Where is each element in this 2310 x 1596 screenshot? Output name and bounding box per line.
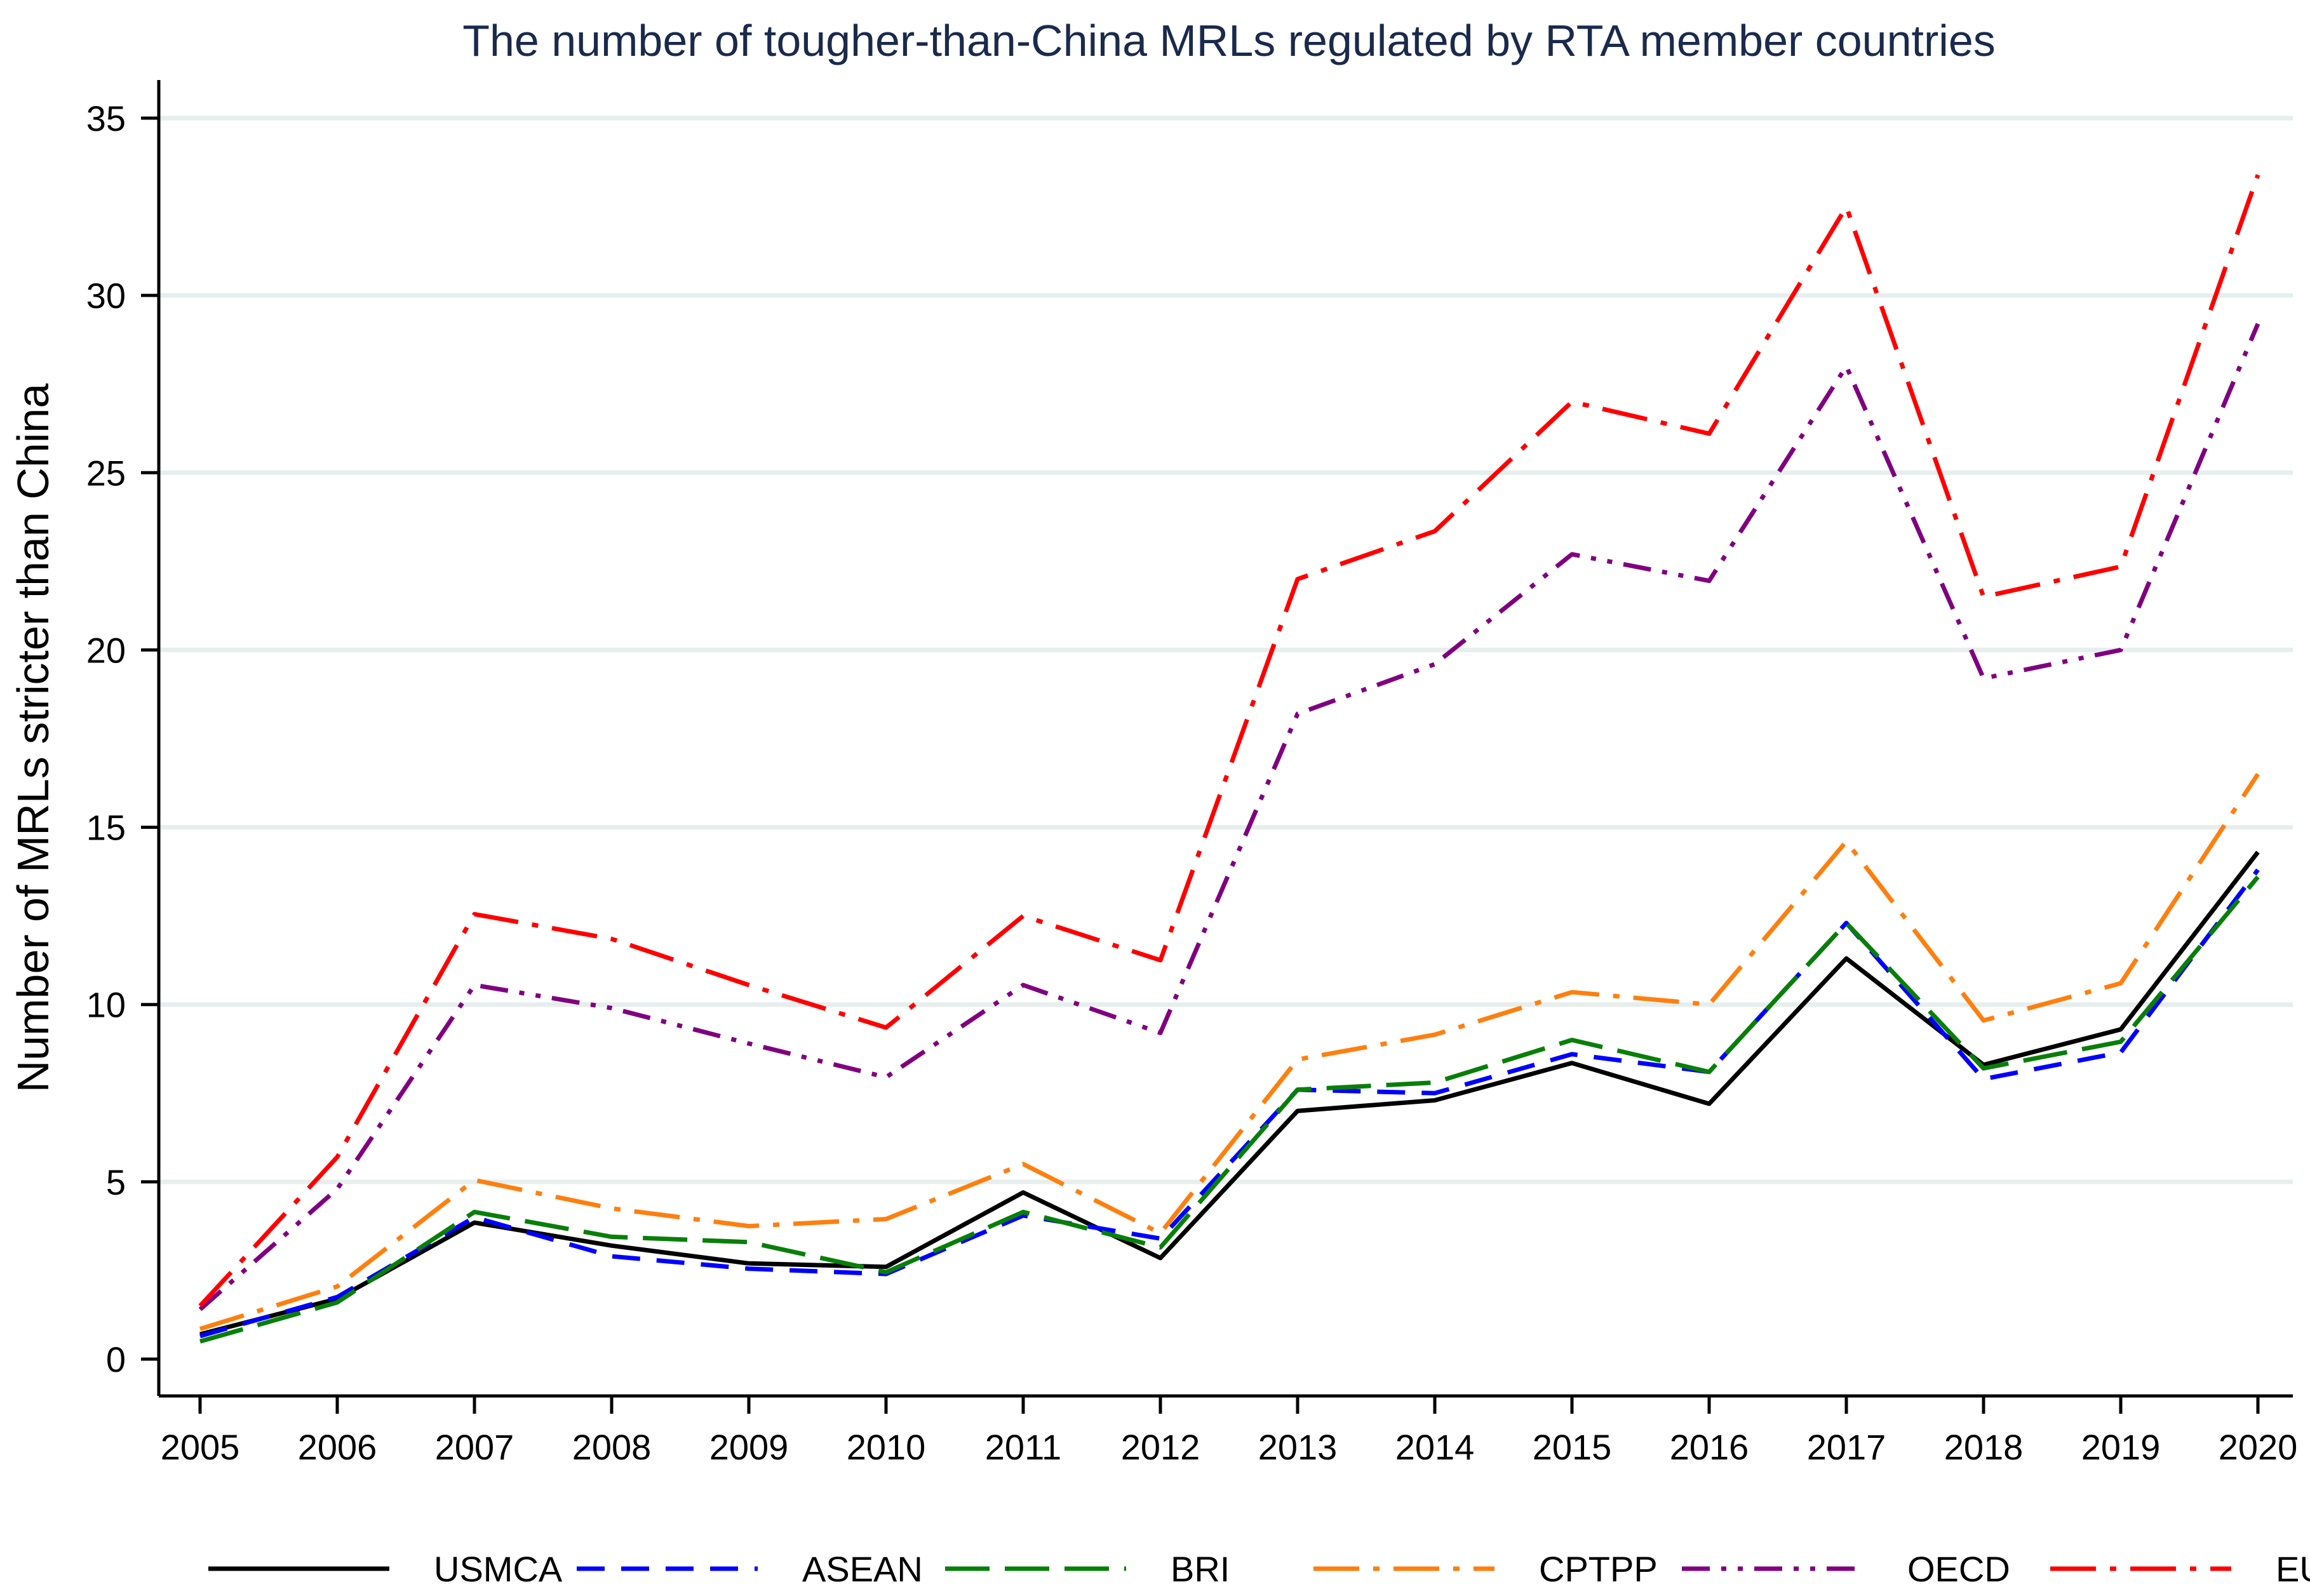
legend-label-asean: ASEAN [802,1549,923,1589]
y-tick-label-15: 15 [86,808,126,848]
x-tick-label-2020: 2020 [2219,1427,2298,1467]
x-tick-label-2005: 2005 [161,1427,240,1467]
y-axis-label: Number of MRLs stricter than China [8,384,58,1093]
x-tick-label-2016: 2016 [1670,1427,1749,1467]
series-line-bri [199,875,2260,1344]
x-tick-label-2009: 2009 [709,1427,789,1467]
x-axis: 2005 2006 2007 2008 2009 2010 2011 2012 2013 2014… [159,1394,2298,1467]
legend-label-bri: BRI [1171,1549,1230,1589]
x-tick-label-2008: 2008 [572,1427,652,1467]
y-tick-label-35: 35 [86,98,126,138]
series-line-cptpp [199,772,2260,1331]
x-tick-label-2017: 2017 [1807,1427,1886,1467]
x-tick-label-2015: 2015 [1533,1427,1612,1467]
x-tick-label-2007: 2007 [435,1427,514,1467]
y-tick-label-25: 25 [86,453,126,493]
x-tick-label-2014: 2014 [1395,1427,1475,1467]
y-axis: 0 5 10 15 20 25 30 35 [86,80,161,1396]
series-line-eu [198,174,2260,1308]
x-tick-label-2013: 2013 [1258,1427,1338,1467]
legend-label-oecd: OECD [1907,1549,2010,1589]
x-tick-label-2012: 2012 [1121,1427,1200,1467]
series-line-usmca [199,850,2260,1337]
x-tick-label-2010: 2010 [847,1427,926,1467]
series-line-asean [199,868,2260,1339]
y-tick-label-20: 20 [86,630,126,670]
legend-label-cptpp: CPTPP [1539,1549,1658,1589]
y-tick-label-0: 0 [106,1339,126,1379]
series-line-oecd [198,323,2260,1311]
y-tick-label-10: 10 [86,985,126,1025]
legend: USMCA ASEAN BRI CPTPP OECD EU [208,1549,2310,1589]
x-tick-label-2006: 2006 [298,1427,377,1467]
gridlines [159,116,2293,1184]
series-lines [198,174,2260,1344]
legend-label-eu: EU [2276,1549,2310,1589]
legend-label-usmca: USMCA [434,1549,563,1589]
x-tick-label-2019: 2019 [2081,1427,2161,1467]
x-tick-label-2011: 2011 [985,1427,1061,1467]
y-tick-label-30: 30 [86,276,126,316]
chart-title: The number of tougher-than-China MRLs re… [462,16,1996,65]
x-tick-label-2018: 2018 [1944,1427,2024,1467]
y-tick-label-5: 5 [106,1162,126,1202]
